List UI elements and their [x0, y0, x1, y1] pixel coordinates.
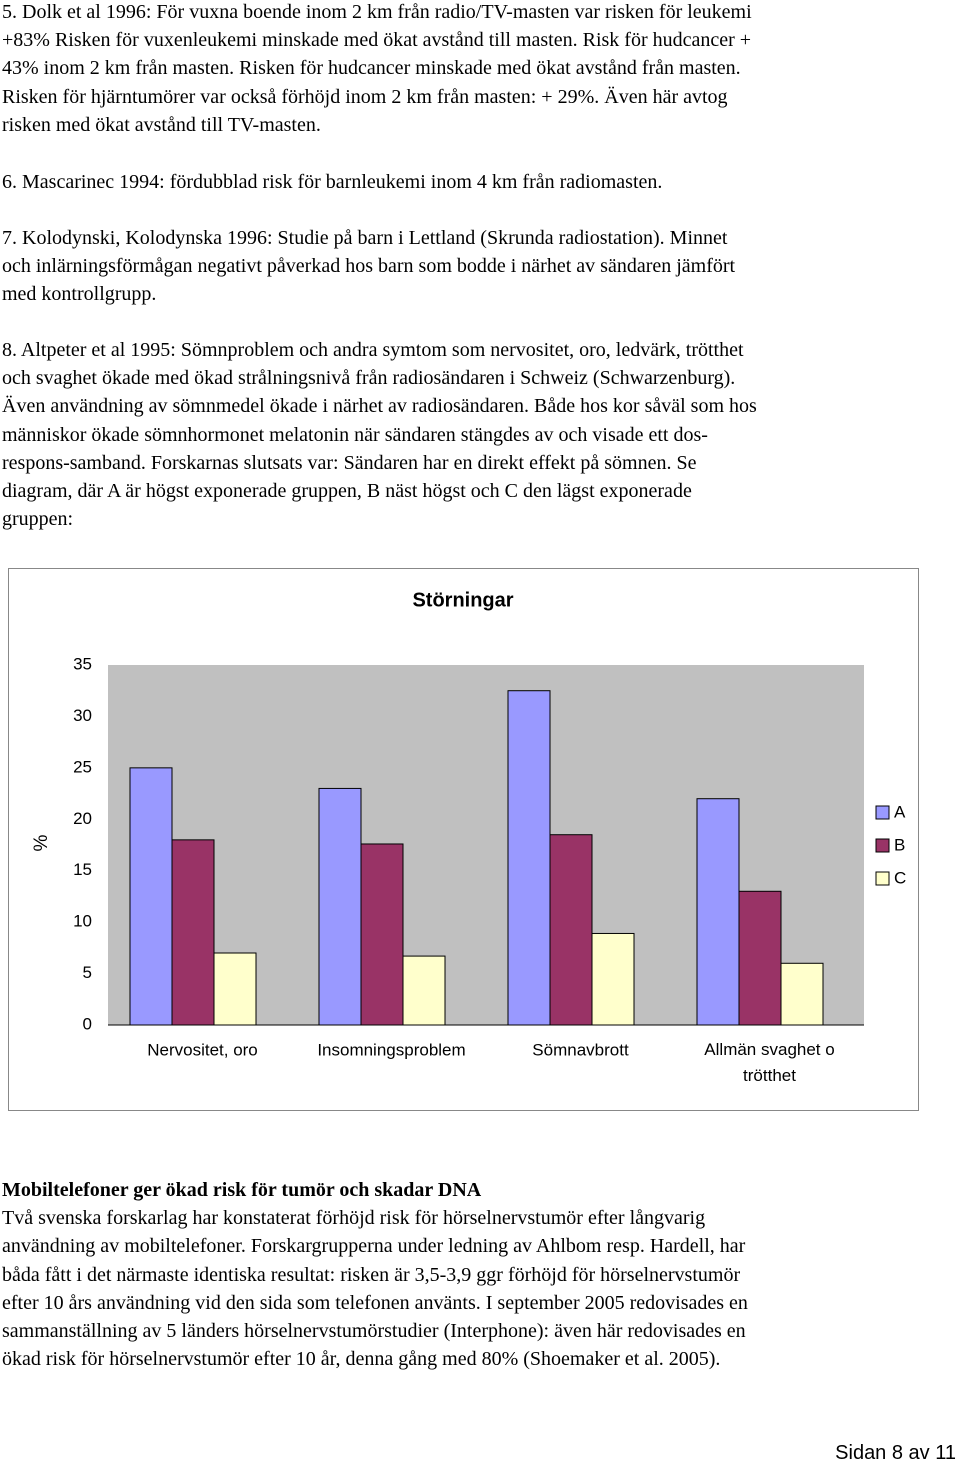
text-line: Två svenska forskarlag har konstaterat f… [2, 1207, 706, 1230]
y-axis-label: % [31, 834, 52, 851]
text-line: efter 10 års användning vid den sida som… [2, 1291, 748, 1314]
legend-swatch [875, 871, 890, 886]
text-line: sammanställning av 5 länders hörselnervs… [2, 1319, 746, 1342]
legend-swatch [875, 838, 890, 853]
text-line: respons-samband. Forskarnas slutsats var… [2, 451, 697, 474]
text-line: 6. Mascarinec 1994: fördubblad risk för … [2, 171, 663, 193]
text-line: gruppen: [2, 508, 74, 531]
y-tick-label: 25 [73, 757, 92, 776]
bar [549, 834, 593, 1026]
text-line: 8. Altpeter et al 1995: Sömnproblem och … [2, 339, 744, 361]
legend-label: B [894, 835, 905, 854]
x-tick-label: Sömnavbrott [532, 1040, 629, 1059]
text-line: Risken för hjärntumörer var också förhöj… [2, 85, 728, 108]
bar [213, 952, 257, 1026]
chart-title: Störningar [412, 589, 513, 611]
paragraph: 6. Mascarinec 1994: fördubblad risk för … [2, 168, 662, 196]
y-tick-label: 0 [83, 1014, 92, 1033]
paragraph: 8. Altpeter et al 1995: Sömnproblem och … [2, 336, 757, 533]
text-line: diagram, där A är högst exponerade grupp… [2, 479, 692, 502]
x-tick-label: Insomningsproblem [317, 1040, 465, 1059]
paragraph: 7. Kolodynski, Kolodynska 1996: Studie p… [2, 224, 735, 309]
bar [696, 798, 740, 1026]
bar [780, 962, 824, 1026]
legend-label: A [894, 802, 906, 821]
bar [360, 843, 404, 1026]
x-tick-label: Allmän svaghet o trötthet [704, 1040, 834, 1085]
text-line: och inlärningsförmågan negativt påverkad… [2, 255, 736, 278]
y-tick-label: 35 [73, 654, 92, 673]
bar [738, 890, 782, 1026]
y-tick-label: 10 [73, 912, 92, 931]
text-line: ökad risk för hörselnervstumör efter 10 … [2, 1348, 721, 1371]
x-tick-label: Nervositet, oro [147, 1040, 258, 1059]
text-line: användning av mobiltelefoner. Forskargru… [2, 1235, 746, 1258]
y-tick-label: 30 [73, 706, 92, 725]
y-tick-label: 5 [83, 963, 92, 982]
page-footer: Sidan 8 av 11 [835, 1442, 956, 1464]
section: Mobiltelefoner ger ökad risk för tumör o… [2, 1176, 748, 1373]
paragraph: 5. Dolk et al 1996: För vuxna boende ino… [2, 0, 752, 139]
legend-swatch [875, 805, 890, 820]
bar [591, 932, 635, 1026]
bar [402, 955, 446, 1026]
text-line: 7. Kolodynski, Kolodynska 1996: Studie p… [2, 227, 728, 249]
y-tick-label: 15 [73, 860, 92, 879]
text-line: 5. Dolk et al 1996: För vuxna boende ino… [2, 1, 752, 23]
bar [507, 690, 551, 1026]
text-line: och svaghet ökade med ökad strålningsniv… [2, 367, 736, 390]
text-line: +83% Risken för vuxenleukemi minskade me… [2, 29, 752, 52]
text-line: med kontrollgrupp. [2, 283, 157, 306]
text-line: Även användning av sömnmedel ökade i när… [2, 395, 757, 418]
bar [318, 787, 362, 1026]
y-tick-label: 20 [73, 809, 92, 828]
bar [171, 839, 215, 1026]
section-heading: Mobiltelefoner ger ökad risk för tumör o… [2, 1179, 482, 1201]
chart: Störningar % 0 5 10 15 20 25 30 35 Nervositet, o… [8, 568, 919, 1111]
text-line: risken med ökat avstånd till TV-masten. [2, 113, 321, 136]
bar [129, 767, 173, 1026]
text-line: människor ökade sömnhormonet melatonin n… [2, 423, 708, 446]
text-line: båda fått i det närmaste identiska resul… [2, 1263, 741, 1286]
legend-label: C [894, 868, 906, 887]
text-line: 43% inom 2 km från masten. Risken för hu… [2, 57, 741, 80]
